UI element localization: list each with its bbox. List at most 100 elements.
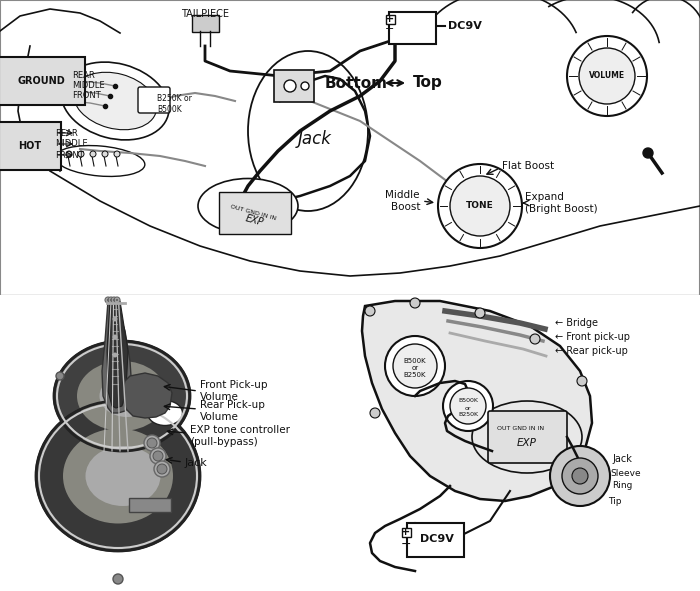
Text: OUT GND IN IN: OUT GND IN IN bbox=[497, 426, 544, 430]
Circle shape bbox=[150, 448, 166, 464]
Text: ← Rear pick-up: ← Rear pick-up bbox=[555, 346, 628, 356]
Circle shape bbox=[157, 464, 167, 474]
Text: or: or bbox=[465, 405, 471, 411]
Circle shape bbox=[144, 435, 160, 451]
Text: ← Bridge: ← Bridge bbox=[555, 318, 598, 328]
Text: B250K: B250K bbox=[458, 413, 478, 417]
FancyBboxPatch shape bbox=[488, 411, 567, 463]
Circle shape bbox=[567, 36, 647, 116]
Circle shape bbox=[105, 297, 111, 303]
Text: DC9V: DC9V bbox=[448, 21, 482, 31]
Circle shape bbox=[443, 381, 493, 431]
Text: Expand
(Bright Boost): Expand (Bright Boost) bbox=[525, 192, 598, 214]
Circle shape bbox=[550, 446, 610, 506]
Circle shape bbox=[78, 151, 84, 157]
FancyBboxPatch shape bbox=[192, 15, 219, 32]
Text: Sleeve: Sleeve bbox=[610, 469, 641, 478]
Text: Top: Top bbox=[413, 76, 442, 90]
Text: +: + bbox=[401, 527, 411, 537]
FancyBboxPatch shape bbox=[402, 528, 410, 537]
Bar bbox=[340, 295, 700, 591]
Circle shape bbox=[113, 299, 116, 301]
Text: Jack: Jack bbox=[612, 454, 632, 464]
Polygon shape bbox=[102, 301, 132, 413]
Text: VOLUME: VOLUME bbox=[589, 72, 625, 80]
Ellipse shape bbox=[198, 178, 298, 233]
Text: Jack: Jack bbox=[298, 130, 332, 148]
Ellipse shape bbox=[74, 72, 157, 130]
Text: −: − bbox=[385, 24, 395, 34]
Circle shape bbox=[107, 299, 109, 301]
Text: Flat Boost: Flat Boost bbox=[502, 161, 554, 171]
Circle shape bbox=[116, 299, 118, 301]
Text: Bottom: Bottom bbox=[325, 76, 388, 90]
Text: REAR: REAR bbox=[55, 128, 78, 138]
Circle shape bbox=[579, 48, 635, 104]
Text: TONE: TONE bbox=[466, 202, 494, 210]
Circle shape bbox=[66, 151, 72, 157]
FancyBboxPatch shape bbox=[274, 70, 314, 102]
Circle shape bbox=[154, 461, 170, 477]
Circle shape bbox=[475, 308, 485, 318]
Ellipse shape bbox=[99, 375, 155, 417]
Text: MIDDLE: MIDDLE bbox=[55, 139, 88, 148]
Ellipse shape bbox=[61, 62, 169, 140]
Circle shape bbox=[113, 335, 118, 339]
FancyBboxPatch shape bbox=[129, 498, 171, 512]
Circle shape bbox=[370, 408, 380, 418]
Circle shape bbox=[113, 317, 118, 322]
Text: FRONT: FRONT bbox=[72, 92, 101, 100]
Text: OUT GND IN IN: OUT GND IN IN bbox=[230, 204, 276, 222]
Polygon shape bbox=[362, 301, 592, 501]
Circle shape bbox=[284, 80, 296, 92]
Polygon shape bbox=[54, 341, 190, 451]
Ellipse shape bbox=[55, 145, 145, 177]
Text: Front Pick-up
Volume: Front Pick-up Volume bbox=[200, 380, 267, 402]
Circle shape bbox=[110, 299, 112, 301]
Text: EXP tone controller
(pull-bypass): EXP tone controller (pull-bypass) bbox=[190, 425, 290, 447]
Circle shape bbox=[643, 148, 653, 158]
Ellipse shape bbox=[248, 51, 368, 211]
Text: HOT: HOT bbox=[18, 141, 41, 151]
Text: or: or bbox=[412, 365, 419, 371]
Circle shape bbox=[147, 438, 157, 448]
Circle shape bbox=[153, 451, 163, 461]
Text: DC9V: DC9V bbox=[420, 534, 454, 544]
Circle shape bbox=[114, 297, 120, 303]
Text: Jack: Jack bbox=[185, 458, 208, 468]
Text: ← Front pick-up: ← Front pick-up bbox=[555, 332, 630, 342]
Text: B500K: B500K bbox=[404, 358, 426, 364]
Text: Tip: Tip bbox=[608, 496, 622, 505]
FancyBboxPatch shape bbox=[219, 192, 291, 234]
Circle shape bbox=[562, 458, 598, 494]
Text: Ring: Ring bbox=[612, 482, 632, 491]
Circle shape bbox=[572, 468, 588, 484]
Polygon shape bbox=[107, 301, 128, 408]
Ellipse shape bbox=[148, 401, 183, 426]
Text: +: + bbox=[386, 14, 395, 24]
Text: Middle
Boost: Middle Boost bbox=[386, 190, 420, 212]
Circle shape bbox=[301, 82, 309, 90]
Ellipse shape bbox=[63, 428, 173, 524]
Circle shape bbox=[113, 574, 123, 584]
Circle shape bbox=[114, 151, 120, 157]
Circle shape bbox=[365, 306, 375, 316]
Circle shape bbox=[90, 151, 96, 157]
Text: B250K: B250K bbox=[404, 372, 426, 378]
FancyBboxPatch shape bbox=[407, 523, 464, 557]
Text: −: − bbox=[400, 537, 412, 550]
Text: B250K or
B500K: B250K or B500K bbox=[157, 95, 192, 113]
Text: MIDDLE: MIDDLE bbox=[72, 82, 104, 90]
Text: TAILPIECE: TAILPIECE bbox=[181, 9, 229, 19]
Bar bbox=[0, 295, 340, 591]
Circle shape bbox=[113, 352, 118, 358]
Circle shape bbox=[410, 298, 420, 308]
Circle shape bbox=[450, 176, 510, 236]
FancyBboxPatch shape bbox=[138, 87, 170, 113]
FancyBboxPatch shape bbox=[389, 12, 436, 44]
Ellipse shape bbox=[77, 361, 167, 431]
Circle shape bbox=[530, 334, 540, 344]
Circle shape bbox=[577, 376, 587, 386]
Text: EXP: EXP bbox=[245, 214, 265, 228]
Ellipse shape bbox=[85, 446, 160, 506]
